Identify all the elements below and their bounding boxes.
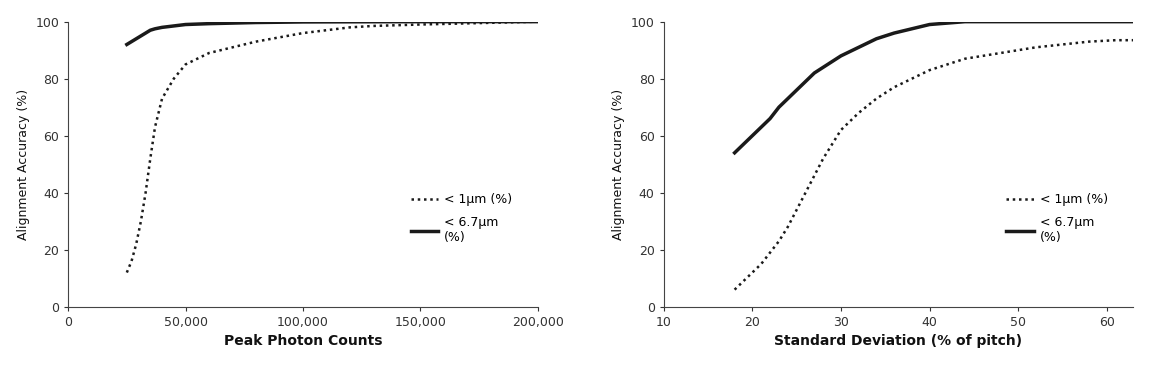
Y-axis label: Alignment Accuracy (%): Alignment Accuracy (%) [612,89,626,240]
Y-axis label: Alignment Accuracy (%): Alignment Accuracy (%) [16,89,30,240]
Legend: < 1μm (%), < 6.7μm
(%): < 1μm (%), < 6.7μm (%) [1002,188,1113,249]
Legend: < 1μm (%), < 6.7μm
(%): < 1μm (%), < 6.7μm (%) [406,188,518,249]
X-axis label: Standard Deviation (% of pitch): Standard Deviation (% of pitch) [774,334,1022,348]
X-axis label: Peak Photon Counts: Peak Photon Counts [224,334,382,348]
